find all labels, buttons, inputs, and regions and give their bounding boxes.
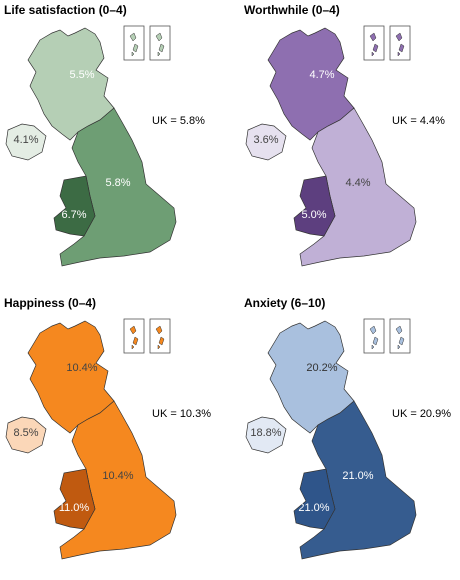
region-value: 21.0% (342, 470, 373, 482)
inset-box (123, 318, 145, 354)
inset-box (149, 318, 171, 354)
region-value: 11.0% (59, 502, 90, 514)
inset-islands (129, 32, 139, 57)
inset-islands (129, 325, 139, 350)
region-value: 4.1% (13, 134, 38, 146)
inset-box (363, 318, 385, 354)
region-value: 6.7% (61, 209, 86, 221)
inset-islands (395, 325, 405, 350)
region-wales (293, 468, 336, 530)
uk-value: UK = 5.8% (152, 115, 205, 127)
region-wales (53, 175, 96, 237)
map-panel: Life satisfaction (0–4)15.5%4.1%5.8%6.7%… (4, 3, 205, 267)
map-panel: Worthwhile (0–4)14.7%3.6%4.4%5.0%UK = 4.… (244, 3, 445, 267)
inset-box (149, 25, 171, 61)
region-value: 5.0% (301, 209, 326, 221)
region-northern-ireland (245, 123, 287, 161)
region-value: 8.5% (13, 427, 38, 439)
region-value: 4.7% (309, 69, 334, 81)
region-value: 18.8% (250, 427, 281, 439)
region-value: 21.0% (298, 502, 329, 514)
region-wales (293, 175, 336, 237)
panel-title: Happiness (0–4) (4, 296, 96, 310)
inset-box (389, 318, 411, 354)
region-value: 20.2% (306, 362, 337, 374)
uk-value: UK = 10.3% (152, 408, 211, 420)
region-value: 10.4% (102, 470, 133, 482)
uk-value: UK = 4.4% (392, 115, 445, 127)
region-value: 10.4% (66, 362, 97, 374)
panel-title: Worthwhile (0–4) (244, 3, 340, 17)
panel-title: Anxiety (6–10) (244, 296, 325, 310)
inset-islands (155, 32, 165, 57)
inset-box (363, 25, 385, 61)
map-panel: Happiness (0–4)110.4%8.5%10.4%11.0%UK = … (4, 296, 211, 560)
uk-value: UK = 20.9% (392, 408, 451, 420)
inset-islands (369, 32, 379, 57)
region-value: 5.8% (105, 177, 130, 189)
region-value: 4.4% (345, 177, 370, 189)
region-value: 3.6% (253, 134, 278, 146)
region-value: 5.5% (69, 69, 94, 81)
map-panel: Anxiety (6–10)120.2%18.8%21.0%21.0%UK = … (244, 296, 451, 560)
region-northern-ireland (5, 123, 47, 161)
inset-islands (395, 32, 405, 57)
panel-title: Life satisfaction (0–4) (4, 3, 127, 17)
region-wales (53, 468, 96, 530)
inset-box (389, 25, 411, 61)
inset-islands (155, 325, 165, 350)
inset-islands (369, 325, 379, 350)
region-northern-ireland (245, 416, 287, 454)
inset-box (123, 25, 145, 61)
region-northern-ireland (5, 416, 47, 454)
